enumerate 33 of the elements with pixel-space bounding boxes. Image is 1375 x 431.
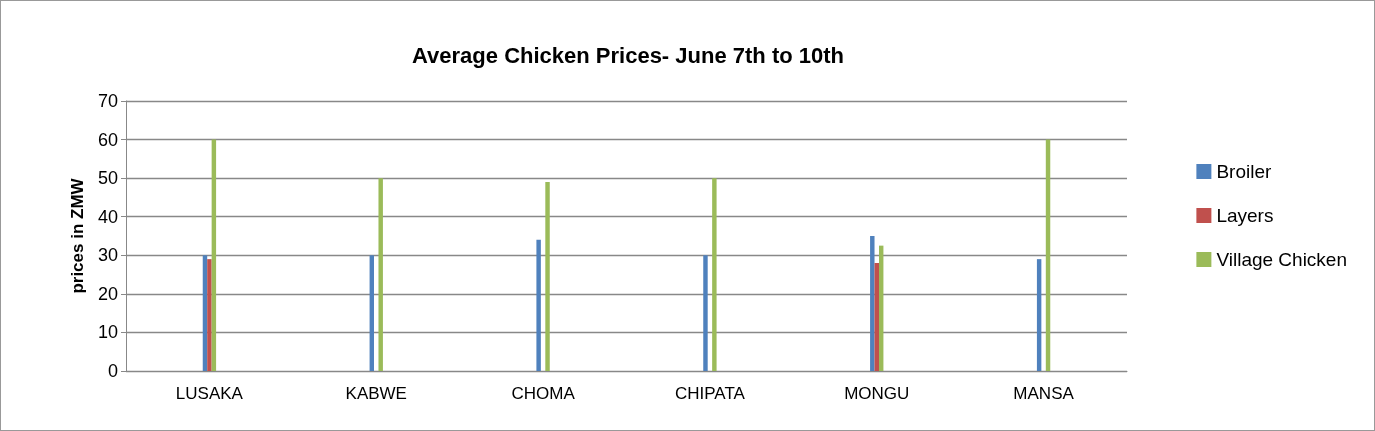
legend-label: Village Chicken	[1216, 249, 1348, 270]
bar	[202, 255, 208, 371]
bar	[211, 139, 217, 371]
y-tick-label: 20	[97, 283, 118, 304]
bar	[712, 178, 717, 371]
x-tick-label: CHOMA	[511, 384, 576, 403]
y-tick-label: 70	[97, 91, 118, 111]
bar	[703, 255, 708, 371]
x-tick-label: CHIPATA	[674, 384, 746, 403]
chart-title: Average Chicken Prices- June 7th to 10th	[412, 42, 844, 68]
x-tick-label: KABWE	[345, 384, 407, 403]
legend-label: Layers	[1216, 205, 1274, 226]
bar	[536, 239, 541, 371]
bar	[874, 263, 879, 371]
y-tick-label: 30	[97, 245, 118, 266]
bar	[870, 236, 875, 371]
bar	[1036, 259, 1042, 371]
y-axis-title: prices in ZMW	[68, 177, 87, 294]
y-tick-label: 10	[97, 322, 118, 343]
y-tick-label: 60	[97, 129, 118, 150]
y-tick-label: 40	[97, 206, 118, 227]
y-tick-label: 50	[97, 168, 118, 189]
y-tick-label: 0	[107, 361, 118, 381]
legend-label: Broiler	[1216, 161, 1272, 182]
bar	[878, 245, 884, 371]
bar	[369, 255, 375, 371]
bar	[378, 178, 383, 371]
bar	[207, 259, 212, 371]
bar	[1045, 139, 1051, 371]
x-tick-label: MANSA	[1013, 384, 1075, 403]
x-tick-label: LUSAKA	[175, 384, 244, 403]
bar	[545, 182, 550, 371]
x-tick-label: MONGU	[844, 384, 910, 403]
